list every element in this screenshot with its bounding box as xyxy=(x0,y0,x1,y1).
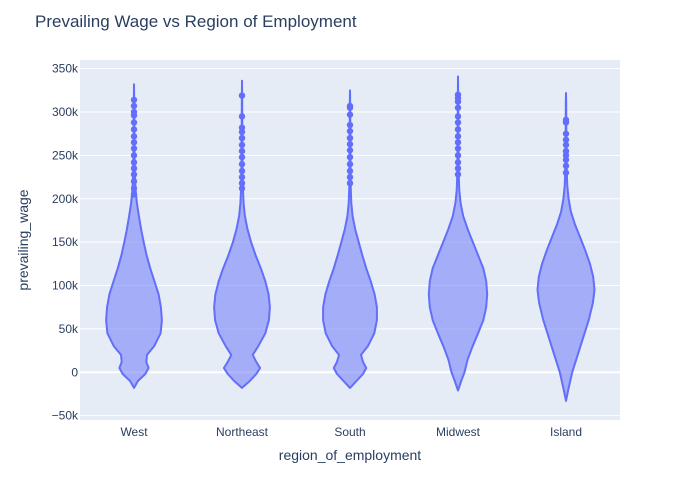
outlier-point xyxy=(454,113,462,120)
y-tick-label: 50k xyxy=(59,322,79,336)
y-tick-label: 350k xyxy=(52,62,79,76)
outlier-point xyxy=(454,126,462,133)
outlier-point xyxy=(346,111,354,118)
y-tick-label: 150k xyxy=(52,235,79,249)
outlier-point xyxy=(238,179,246,187)
y-tick-label: 300k xyxy=(52,105,79,119)
outlier-point xyxy=(130,185,138,192)
outlier-point xyxy=(238,147,246,155)
outlier-point xyxy=(562,136,570,144)
outlier-point xyxy=(454,91,462,98)
violin-body xyxy=(536,92,596,402)
outlier-point xyxy=(454,139,462,146)
violin-body xyxy=(322,89,378,389)
outlier-point xyxy=(346,179,354,187)
outlier-point xyxy=(130,108,138,116)
outlier-point xyxy=(562,169,570,176)
outlier-point xyxy=(346,147,354,154)
outlier-point xyxy=(130,96,138,104)
outlier-point xyxy=(238,160,246,168)
violin-northeast xyxy=(213,79,271,389)
chart-title: Prevailing Wage vs Region of Employment xyxy=(35,12,357,31)
outlier-point xyxy=(454,119,462,126)
outlier-point xyxy=(454,104,462,111)
outlier-point xyxy=(130,152,138,159)
outlier-point xyxy=(346,153,354,161)
outlier-point xyxy=(130,191,138,198)
outlier-point xyxy=(454,152,462,159)
outlier-point xyxy=(238,173,246,181)
outlier-point xyxy=(562,162,570,170)
violin-island xyxy=(536,92,596,402)
violin-body xyxy=(105,83,163,389)
x-tick-label: West xyxy=(120,425,148,439)
outlier-point xyxy=(346,121,354,129)
y-tick-label: 100k xyxy=(52,279,79,293)
outlier-point xyxy=(454,165,462,172)
outlier-point xyxy=(346,134,354,142)
outlier-point xyxy=(238,167,246,175)
outlier-point xyxy=(238,141,246,149)
outlier-point xyxy=(562,147,570,155)
outlier-point xyxy=(238,113,246,120)
outlier-point xyxy=(238,153,246,161)
outlier-point xyxy=(346,167,354,175)
outlier-point xyxy=(130,178,138,185)
outlier-point xyxy=(238,134,246,142)
y-tick-label: −50k xyxy=(52,409,79,423)
outlier-point xyxy=(130,119,138,126)
y-tick-label: 0 xyxy=(71,365,78,379)
violin-midwest xyxy=(427,75,489,392)
x-axis-title: region_of_employment xyxy=(279,447,422,463)
violin-west xyxy=(105,83,163,389)
y-tick-label: 200k xyxy=(52,192,79,206)
outlier-point xyxy=(130,133,138,140)
outlier-point xyxy=(130,145,138,152)
outlier-point xyxy=(130,159,138,166)
violin-series xyxy=(105,75,596,402)
violin-body xyxy=(213,79,271,389)
outlier-point xyxy=(346,127,354,135)
outlier-point xyxy=(454,145,462,152)
outlier-point xyxy=(346,102,354,110)
x-axis-ticks: West Northeast South Midwest Island xyxy=(120,425,582,439)
outlier-point xyxy=(454,159,462,166)
x-tick-label: Midwest xyxy=(436,425,481,439)
outlier-point xyxy=(238,185,246,192)
outlier-point xyxy=(454,171,462,178)
outlier-point xyxy=(238,92,246,99)
outlier-point xyxy=(454,133,462,140)
x-tick-label: South xyxy=(334,425,365,439)
outlier-point xyxy=(562,116,570,124)
outlier-point xyxy=(238,124,246,131)
outlier-point xyxy=(346,160,354,168)
y-tick-label: 250k xyxy=(52,148,79,162)
outlier-point xyxy=(130,126,138,133)
outlier-point xyxy=(346,140,354,148)
outlier-point xyxy=(130,139,138,146)
outlier-point xyxy=(562,130,570,137)
outlier-point xyxy=(130,165,138,172)
outlier-point xyxy=(130,102,138,110)
y-axis-ticks: −50k 0 50k 100k 150k 200k 250k 300k 350k xyxy=(52,62,79,423)
outlier-point xyxy=(346,173,354,181)
outlier-point xyxy=(130,171,138,178)
x-tick-label: Island xyxy=(550,425,582,439)
violin-south xyxy=(322,89,378,389)
violin-body xyxy=(427,75,489,392)
y-axis-title: prevailing_wage xyxy=(15,189,31,290)
x-tick-label: Northeast xyxy=(216,425,269,439)
outlier-point xyxy=(562,141,570,149)
